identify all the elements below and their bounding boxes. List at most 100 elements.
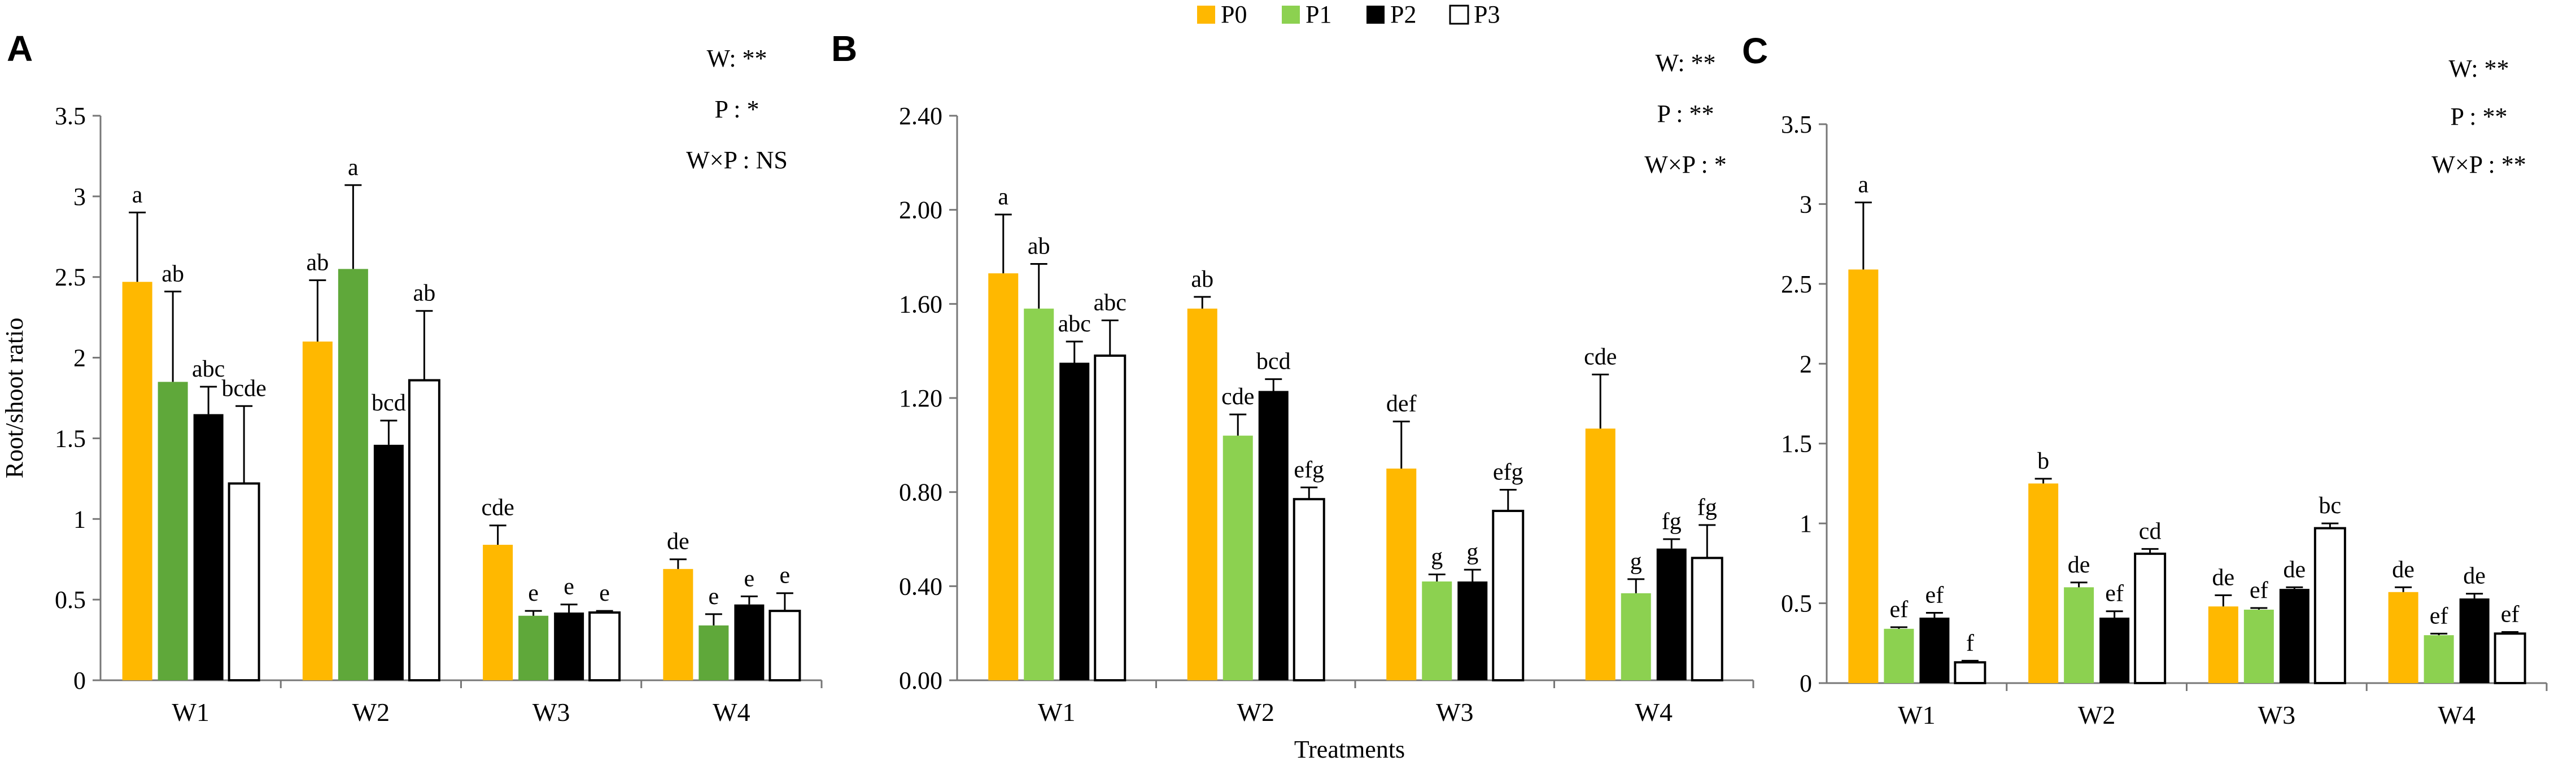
anova-stat: P : ** — [1657, 100, 1714, 128]
y-tick-label: 0 — [1800, 670, 1812, 697]
bar-p1-w2 — [338, 269, 368, 680]
significance-letter: g — [1466, 539, 1478, 565]
bar-p0-w1 — [122, 282, 152, 680]
anova-stat: P : * — [714, 95, 759, 123]
significance-letter: g — [1431, 544, 1443, 570]
bar-p1-w2 — [1222, 435, 1253, 680]
significance-letter: e — [780, 563, 791, 589]
significance-letter: de — [2392, 557, 2415, 583]
y-tick-label: 3.5 — [55, 102, 86, 130]
legend-label: P3 — [1474, 1, 1500, 28]
anova-stat: W: ** — [706, 45, 767, 72]
bar-p3-w1 — [228, 482, 260, 682]
bar-p0-w2 — [1187, 308, 1217, 680]
significance-letter: de — [2463, 563, 2486, 589]
significance-letter: e — [528, 580, 539, 606]
bar-p0-w4 — [2388, 592, 2418, 683]
significance-letter: de — [2068, 552, 2090, 578]
significance-letter: e — [599, 580, 610, 606]
bar-p3-w2 — [1293, 498, 1325, 682]
significance-letter: ef — [2105, 581, 2124, 607]
bar-p3-w3 — [2313, 527, 2346, 685]
significance-letter: g — [1630, 549, 1642, 575]
significance-letter: bc — [2319, 493, 2342, 519]
significance-letter: a — [998, 184, 1008, 210]
bar-p0-w1 — [1848, 269, 1879, 683]
significance-letter: a — [132, 182, 143, 208]
bar-p0-w2 — [2028, 483, 2059, 683]
bar-p3-w4 — [1691, 557, 1723, 681]
anova-stat: W×P : NS — [686, 146, 788, 174]
significance-letter: e — [744, 566, 755, 592]
category-label: W3 — [1436, 698, 1473, 727]
y-tick-label: 1.5 — [1781, 430, 1812, 458]
bar-p2-w1 — [193, 414, 224, 680]
significance-letter: a — [1858, 172, 1869, 198]
y-tick-label: 3.5 — [1781, 111, 1812, 138]
legend-swatch-p0 — [1197, 6, 1215, 24]
bar-p1-w1 — [1024, 308, 1054, 680]
bar-p2-w1 — [1059, 362, 1090, 680]
significance-letter: ef — [2430, 603, 2448, 629]
bar-p2-w2 — [2099, 618, 2130, 683]
bar-p0-w3 — [1386, 469, 1417, 680]
bar-p3-w4 — [769, 610, 801, 681]
category-label: W4 — [2438, 701, 2475, 729]
significance-letter: de — [2284, 557, 2306, 583]
significance-letter: b — [2037, 448, 2049, 474]
y-tick-label: 0.80 — [899, 479, 942, 506]
category-label: W2 — [1237, 698, 1274, 727]
legend-label: P0 — [1221, 1, 1247, 28]
panel-letter: B — [831, 28, 857, 69]
bar-p0-w3 — [2208, 606, 2238, 683]
bar-p2-w3 — [2279, 589, 2309, 683]
significance-letter: ef — [1926, 583, 1944, 609]
bar-p3-w1 — [1954, 661, 1986, 684]
bar-p1-w2 — [2064, 587, 2094, 683]
y-tick-label: 2 — [73, 344, 86, 372]
anova-stat: W×P : * — [1644, 151, 1726, 178]
y-tick-label: 2.5 — [55, 264, 86, 291]
bar-p3-w4 — [2494, 632, 2526, 685]
y-tick-label: 0.5 — [55, 586, 86, 614]
significance-letter: abc — [1058, 311, 1091, 337]
bar-p1-w4 — [2424, 635, 2454, 683]
significance-letter: ab — [307, 250, 329, 275]
bar-p0-w4 — [663, 568, 693, 680]
y-tick-label: 0.40 — [899, 572, 942, 600]
significance-letter: ab — [161, 261, 184, 287]
y-tick-label: 0.5 — [1781, 590, 1812, 618]
bar-p0-w4 — [1585, 428, 1616, 680]
significance-letter: ab — [1191, 266, 1213, 292]
legend-swatch-p3 — [1449, 5, 1469, 25]
significance-letter: e — [709, 584, 719, 610]
bar-p0-w3 — [483, 545, 513, 680]
significance-letter: cd — [2139, 518, 2162, 544]
anova-stat: W: ** — [2448, 55, 2509, 82]
panel-letter: C — [1742, 30, 1768, 71]
panel-b: B0.000.400.801.201.602.002.40W1aababcabc… — [831, 28, 1754, 727]
bar-p1-w4 — [698, 625, 729, 680]
significance-letter: def — [1386, 391, 1417, 417]
bar-p2-w3 — [1457, 581, 1488, 680]
significance-letter: e — [564, 574, 574, 600]
anova-stat: P : ** — [2450, 103, 2507, 130]
significance-letter: de — [2212, 565, 2235, 591]
legend-label: P1 — [1306, 1, 1331, 28]
bar-p2-w4 — [1656, 548, 1687, 680]
category-label: W1 — [1898, 701, 1935, 729]
significance-letter: fg — [1662, 509, 1682, 535]
panel-letter: A — [7, 28, 33, 69]
y-axis-title: Root/shoot ratio — [1, 318, 28, 479]
legend-swatch-p1 — [1282, 6, 1300, 24]
significance-letter: a — [348, 155, 359, 181]
significance-letter: ef — [1890, 597, 1909, 623]
y-tick-label: 1.5 — [55, 425, 86, 452]
y-tick-label: 3 — [1800, 190, 1812, 218]
bar-p2-w2 — [373, 444, 404, 680]
y-tick-label: 0 — [73, 667, 86, 694]
significance-letter: bcd — [1256, 349, 1291, 375]
bar-p1-w4 — [1621, 593, 1651, 680]
y-tick-label: 1 — [73, 505, 86, 533]
